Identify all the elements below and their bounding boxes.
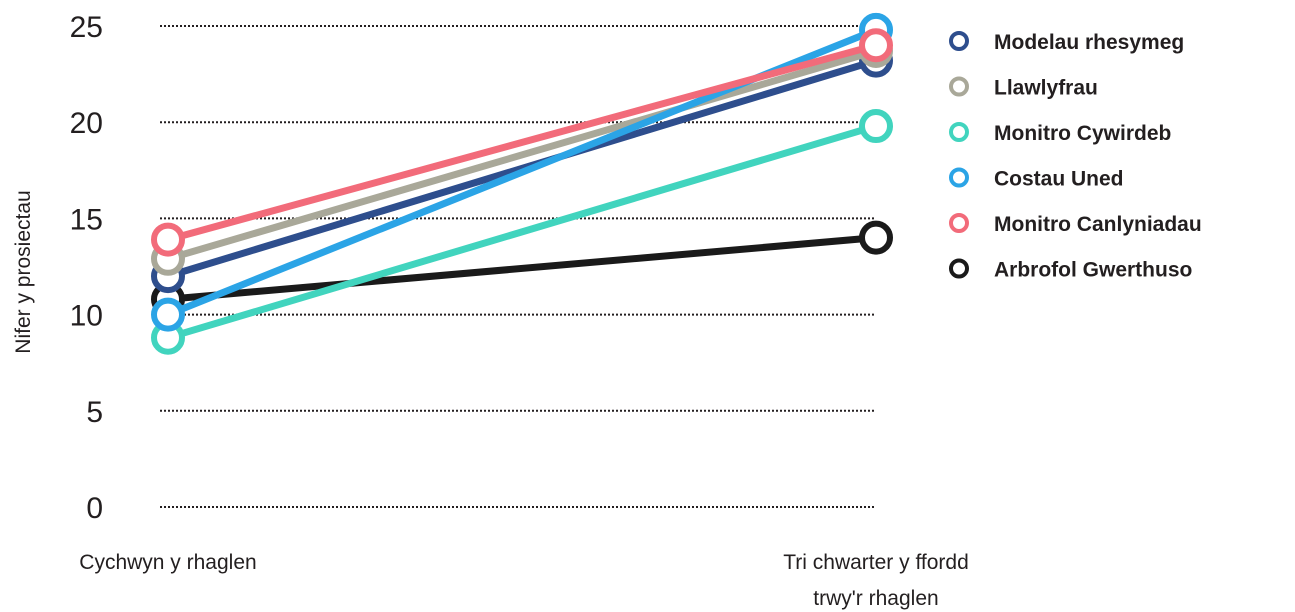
y-axis-label: Nifer y prosiectau — [12, 190, 35, 353]
data-point — [151, 297, 185, 332]
y-tick-label: 5 — [86, 396, 103, 429]
grid — [160, 25, 875, 508]
y-tick-label: 25 — [70, 11, 103, 44]
series-line — [164, 234, 880, 303]
legend-label: Llawlyfrau — [994, 77, 1098, 100]
legend-label: Arbrofol Gwerthuso — [994, 259, 1192, 282]
data-point — [859, 109, 893, 144]
data-point — [151, 222, 185, 257]
legend-marker — [949, 31, 969, 51]
legend-item: Costau Uned — [949, 167, 1124, 191]
y-tick-label: 15 — [70, 203, 103, 236]
legend-item: Modelau rhesymeg — [949, 31, 1184, 54]
series-lines — [151, 12, 893, 355]
legend-item: Monitro Cywirdeb — [949, 122, 1171, 145]
series-line — [164, 41, 880, 244]
series-0 — [151, 220, 893, 317]
legend-marker — [949, 122, 969, 142]
legend-item: Llawlyfrau — [949, 76, 1098, 100]
series-5 — [151, 28, 893, 257]
x-category-label: trwy'r rhaglen — [813, 587, 938, 610]
series-line — [164, 57, 880, 280]
legend-label: Monitro Canlyniadau — [994, 213, 1202, 236]
legend-label: Modelau rhesymeg — [994, 31, 1184, 54]
y-tick-label: 0 — [86, 492, 103, 525]
y-axis-ticks: 0 5 10 15 20 25 — [70, 11, 103, 525]
legend-item: Arbrofol Gwerthuso — [949, 258, 1192, 282]
legend: Modelau rhesymeg Llawlyfrau Monitro Cywird… — [949, 31, 1202, 282]
legend-marker — [949, 258, 969, 279]
legend-item: Monitro Canlyniadau — [949, 213, 1202, 236]
legend-marker — [949, 76, 969, 97]
x-category-label: Cychwyn y rhaglen — [79, 551, 256, 574]
legend-marker — [949, 213, 969, 233]
x-axis-categories: Cychwyn y rhaglen Tri chwarter y ffordd tr… — [79, 551, 968, 610]
x-category-label: Tri chwarter y ffordd — [783, 551, 969, 574]
legend-label: Costau Uned — [994, 168, 1124, 191]
series-line — [164, 122, 880, 342]
data-point — [859, 220, 893, 255]
series-line — [164, 47, 880, 263]
series-4 — [151, 12, 893, 332]
legend-marker — [949, 167, 969, 188]
legend-label: Monitro Cywirdeb — [994, 122, 1171, 145]
y-tick-label: 10 — [70, 300, 103, 333]
series-1 — [151, 43, 893, 294]
data-point — [859, 28, 893, 63]
y-tick-label: 20 — [70, 107, 103, 140]
series-3 — [151, 109, 893, 355]
